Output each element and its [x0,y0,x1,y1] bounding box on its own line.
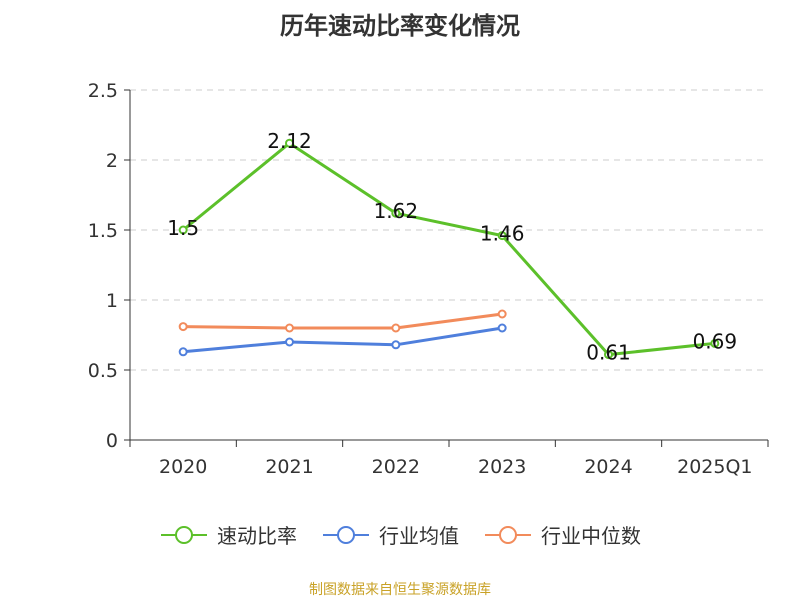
legend-marker-industry-mean [323,525,369,544]
data-point[interactable] [497,231,507,241]
data-label: 0.69 [693,329,738,353]
legend-marker-industry-median [485,525,531,544]
legend: 速动比率 行业均值 行业中位数 [0,520,800,549]
series-line-0 [182,141,715,357]
x-tick-label: 2024 [584,456,632,478]
data-point[interactable] [178,322,188,332]
data-point[interactable] [178,225,188,235]
legend-marker-quick-ratio [161,525,207,544]
legend-item-industry-median[interactable]: 行业中位数 [483,520,641,549]
data-point[interactable] [391,208,401,218]
data-point[interactable] [497,309,507,319]
x-tick-label: 2023 [478,456,526,478]
y-tick-label: 0.5 [88,360,118,382]
data-label: 1.62 [374,199,419,223]
legend-item-industry-mean[interactable]: 行业均值 [321,520,459,549]
data-point[interactable] [285,138,294,148]
series-line-2 [183,312,503,330]
legend-label-quick-ratio: 速动比率 [217,524,297,548]
chart-title: 历年速动比率变化情况 [280,12,520,40]
legend-item-quick-ratio[interactable]: 速动比率 [159,520,297,549]
series-line-1 [183,326,503,354]
data-label: 1.5 [167,216,199,240]
data-point[interactable] [710,338,720,348]
data-point[interactable] [391,340,401,350]
x-tick-label: 2022 [372,456,420,478]
x-tick-label: 2020 [159,456,207,478]
data-point[interactable] [285,337,294,347]
y-tick-label: 2.5 [88,80,118,102]
data-point[interactable] [285,323,294,333]
y-tick-label: 0 [106,430,118,452]
data-point[interactable] [497,323,507,333]
data-point[interactable] [178,347,188,357]
data-label: 0.61 [586,341,631,365]
legend-label-industry-median: 行业中位数 [541,524,641,548]
source-note: 制图数据来自恒生聚源数据库 [309,582,491,598]
data-label: 1.46 [480,222,525,246]
y-tick-label: 1.5 [88,220,118,242]
y-tick-label: 2 [106,150,118,172]
legend-label-industry-mean: 行业均值 [379,524,459,548]
x-tick-label: 2025Q1 [677,456,752,478]
x-tick-label: 2021 [265,456,313,478]
data-point[interactable] [391,323,401,333]
y-tick-label: 1 [106,290,118,312]
data-label: 2.12 [267,129,312,153]
data-point[interactable] [604,350,613,360]
